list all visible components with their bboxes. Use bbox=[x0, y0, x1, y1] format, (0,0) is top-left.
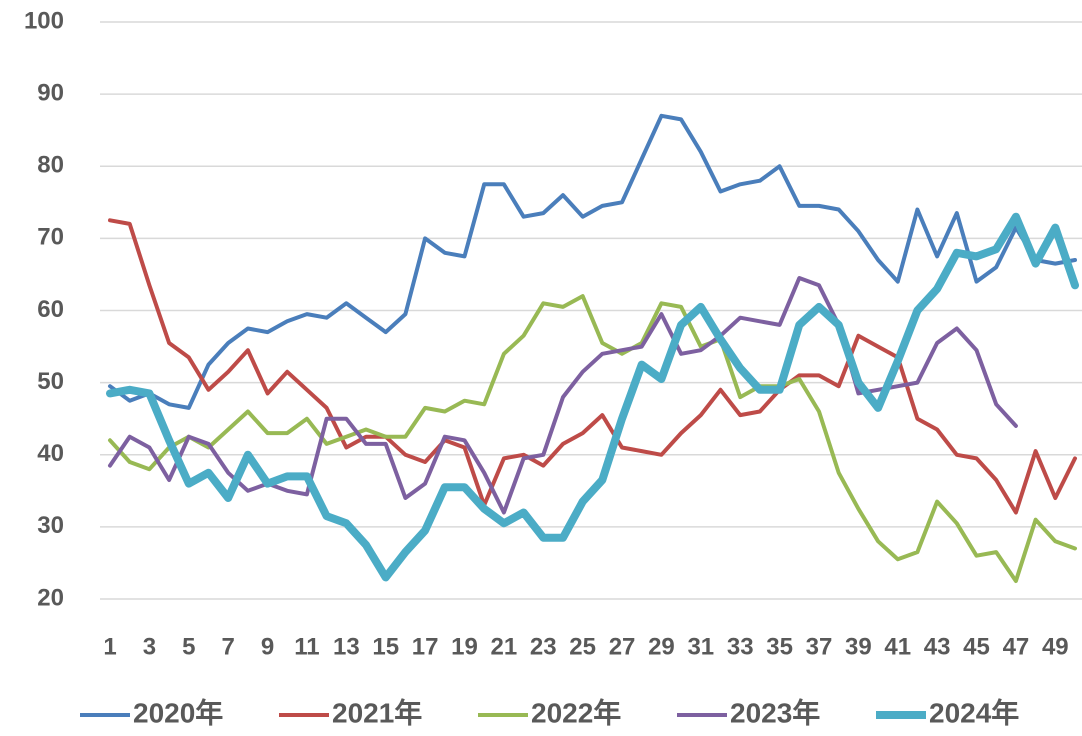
x-tick-label: 17 bbox=[412, 633, 439, 660]
x-tick-label: 23 bbox=[530, 633, 557, 660]
x-tick-label: 33 bbox=[727, 633, 754, 660]
series-line bbox=[106, 212, 1079, 582]
y-tick-label: 60 bbox=[37, 296, 64, 323]
x-tick-label: 21 bbox=[491, 633, 518, 660]
legend-label: 2023年 bbox=[730, 696, 820, 728]
legend-label: 2024年 bbox=[929, 696, 1019, 728]
y-tick-label: 90 bbox=[37, 79, 64, 106]
x-tick-label: 7 bbox=[221, 633, 234, 660]
x-tick-label: 1 bbox=[103, 633, 116, 660]
x-tick-label: 43 bbox=[924, 633, 951, 660]
x-tick-label: 11 bbox=[294, 633, 319, 660]
series-line bbox=[108, 218, 1077, 515]
x-tick-label: 5 bbox=[182, 633, 195, 660]
x-tick-label: 27 bbox=[609, 633, 636, 660]
x-tick-label: 47 bbox=[1003, 633, 1030, 660]
x-tick-label: 19 bbox=[451, 633, 478, 660]
x-tick-label: 35 bbox=[766, 633, 793, 660]
x-tick-label: 15 bbox=[372, 633, 399, 660]
x-tick-label: 41 bbox=[884, 633, 911, 660]
y-tick-label: 50 bbox=[37, 368, 64, 395]
series-line bbox=[108, 113, 1077, 410]
y-tick-label: 30 bbox=[37, 512, 64, 539]
y-tick-label: 40 bbox=[37, 440, 64, 467]
x-tick-label: 39 bbox=[845, 633, 872, 660]
legend-label: 2022年 bbox=[531, 696, 621, 728]
x-tick-label: 9 bbox=[261, 633, 274, 660]
x-tick-label: 25 bbox=[569, 633, 596, 660]
x-tick-label: 29 bbox=[648, 633, 675, 660]
legend-label: 2021年 bbox=[332, 696, 422, 728]
x-tick-label: 45 bbox=[963, 633, 990, 660]
x-tick-label: 31 bbox=[687, 633, 714, 660]
legend-label: 2020年 bbox=[133, 696, 223, 728]
y-tick-label: 20 bbox=[37, 584, 64, 611]
x-tick-label: 3 bbox=[143, 633, 156, 660]
series-line bbox=[108, 294, 1077, 583]
x-tick-label: 13 bbox=[333, 633, 360, 660]
y-tick-label: 70 bbox=[37, 224, 64, 251]
y-tick-label: 80 bbox=[37, 152, 64, 179]
y-tick-label: 100 bbox=[24, 7, 64, 34]
x-tick-label: 37 bbox=[806, 633, 833, 660]
x-tick-label: 49 bbox=[1042, 633, 1069, 660]
